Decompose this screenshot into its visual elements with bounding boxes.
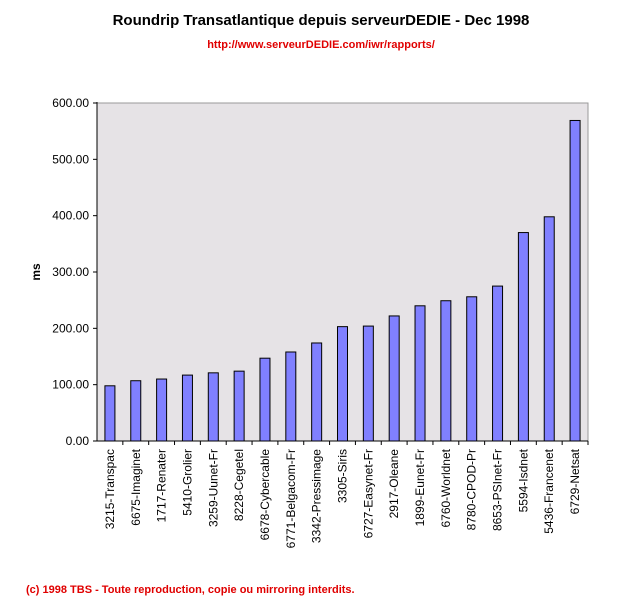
- bar-6760-worldnet: [440, 300, 452, 442]
- bar-3305-siris: [337, 326, 348, 442]
- x-tick-label: 3259-Uunet-Fr: [206, 449, 220, 527]
- x-tick-label: 8780-CPOD-Pr: [465, 449, 479, 530]
- bar-8780-cpod-pr: [466, 296, 478, 442]
- copyright-notice: (c) 1998 TBS - Toute reproduction, copie…: [26, 584, 355, 596]
- bar-6771-belgacom-fr: [285, 351, 297, 442]
- y-tick-label: 300.00: [52, 265, 89, 279]
- x-tick-label: 3305-Siris: [336, 449, 350, 503]
- x-tick-label: 6675-Imaginet: [129, 448, 143, 525]
- x-tick-label: 1899-Eunet-Fr: [413, 449, 427, 526]
- x-tick-label: 2917-Oleane: [387, 449, 401, 519]
- x-tick-label: 5410-Grolier: [180, 449, 194, 516]
- x-tick-label: 3342-Pressimage: [310, 449, 324, 543]
- y-tick-label: 500.00: [52, 152, 89, 166]
- x-tick-label: 6729-Netsat: [568, 448, 582, 514]
- bar-1717-renater: [156, 378, 168, 442]
- y-tick-label: 400.00: [52, 209, 89, 223]
- bar-3259-uunet-fr: [207, 372, 219, 442]
- x-tick-label: 5436-Francenet: [542, 448, 556, 533]
- y-tick-label: 100.00: [52, 378, 89, 392]
- x-tick-label: 8228-Cegetel: [232, 449, 246, 521]
- bar-6675-imaginet: [130, 380, 142, 442]
- y-tick-label: 600.00: [52, 96, 89, 110]
- x-tick-label: 6760-Worldnet: [439, 448, 453, 527]
- bar-5436-francenet: [543, 216, 555, 442]
- y-tick-label: 200.00: [52, 321, 89, 335]
- x-tick-label: 3215-Transpac: [103, 449, 117, 529]
- x-tick-label: 6678-Cybercable: [258, 449, 272, 541]
- x-tick-label: 6771-Belgacom-Fr: [284, 449, 298, 548]
- bar-3342-pressimage: [311, 342, 323, 442]
- x-tick-label: 8653-PSInet-Fr: [491, 449, 505, 531]
- chart-title: Roundrip Transatlantique depuis serveurD…: [112, 12, 530, 29]
- bar-5594-isdnet: [517, 232, 529, 442]
- bar-1899-eunet-fr: [414, 305, 426, 442]
- x-tick-label: 6727-Easynet-Fr: [361, 449, 375, 538]
- report-url[interactable]: http://www.serveurDEDIE.com/iwr/rapports…: [207, 39, 435, 51]
- bar-6678-cybercable: [259, 357, 271, 442]
- x-tick-label: 5594-Isdnet: [516, 448, 530, 512]
- bar-2917-oleane: [388, 315, 400, 442]
- bar-6729-netsat: [569, 119, 581, 442]
- y-axis-label: ms: [29, 263, 43, 281]
- bar-8653-psinet-fr: [492, 285, 504, 442]
- bar-3215-transpac: [104, 385, 116, 442]
- x-tick-label: 1717-Renater: [155, 449, 169, 522]
- bar-6727-easynet-fr: [362, 325, 374, 442]
- bar-5410-grolier: [181, 374, 193, 442]
- bar-8228-cegetel: [233, 370, 245, 442]
- y-tick-label: 0.00: [66, 434, 90, 448]
